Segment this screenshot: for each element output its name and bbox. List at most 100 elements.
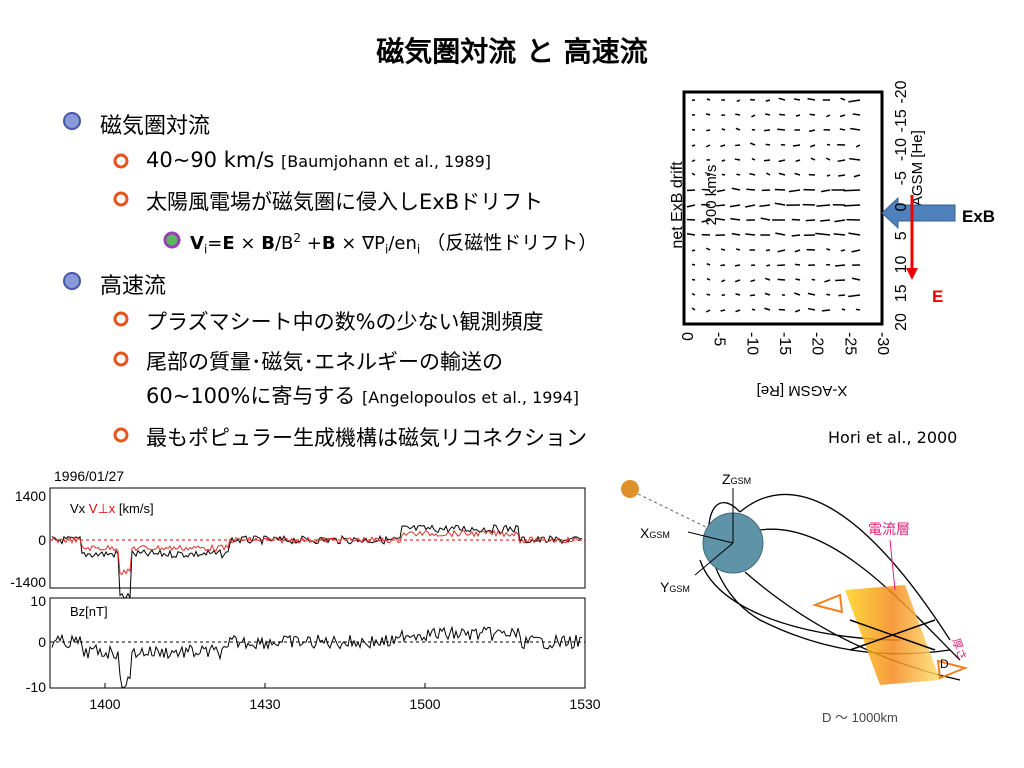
drift-arrow — [745, 204, 756, 208]
bullet-text: 40~90 km/s — [146, 148, 275, 172]
x-tick-label: 1500 — [409, 696, 440, 712]
flow-arrow — [811, 593, 844, 614]
drift-arrow — [837, 159, 846, 163]
formula-part: i — [416, 242, 421, 257]
axis-label: ZGSM — [722, 471, 751, 487]
drift-arrow — [788, 189, 801, 193]
formula-part: i — [203, 242, 208, 257]
label: [km/s] — [119, 501, 154, 516]
drift-arrow — [766, 264, 771, 267]
drift-arrow — [839, 114, 846, 118]
y-tick-label: 0 — [38, 634, 46, 650]
thickness-label: 厚さ — [949, 637, 969, 662]
drift-arrow — [793, 98, 801, 101]
drift-arrow — [792, 144, 801, 147]
formula-part: 2 — [293, 231, 301, 245]
drift-arrow — [706, 277, 711, 281]
drift-arrow — [715, 217, 726, 221]
drift-arrow — [705, 113, 711, 116]
drift-arrow — [795, 114, 801, 117]
sun — [621, 480, 639, 498]
drift-arrow — [807, 292, 816, 296]
bullet: 40~90 km/s [Baumjohann et al., 1989] — [146, 148, 491, 172]
drift-arrow — [853, 174, 861, 178]
drift-arrow — [839, 128, 846, 131]
drift-arrow — [826, 143, 831, 146]
formula-part: B — [261, 233, 275, 254]
formula-part: + — [301, 233, 322, 254]
drift-arrow — [826, 114, 831, 118]
drift-arrow — [721, 128, 726, 131]
x-tick-label: -10 — [743, 332, 760, 355]
x-tick-label: -20 — [809, 332, 826, 355]
trace — [51, 524, 583, 599]
drift-arrow — [734, 158, 741, 161]
x-tick-label: -25 — [841, 332, 858, 355]
x-tick-label: 1530 — [569, 696, 600, 712]
drift-arrow — [834, 219, 846, 223]
bullet: 太陽風電場が磁気圏に侵入しExBドリフト — [146, 190, 544, 214]
date: 1996/01/27 — [54, 468, 124, 484]
drift-arrow — [848, 232, 861, 236]
drift-arrow — [735, 127, 741, 131]
x-line — [849, 619, 936, 651]
drift-arrow — [849, 157, 861, 161]
y-tick-label: 10 — [30, 593, 46, 609]
label: Bz[nT] — [70, 604, 108, 619]
drift-arrow — [730, 217, 741, 221]
drift-arrow — [760, 217, 771, 221]
drift-arrow — [731, 187, 741, 191]
drift-arrow — [764, 277, 771, 281]
drift-arrow — [706, 293, 711, 296]
formula-part: B — [321, 233, 336, 254]
drift-arrow — [848, 294, 861, 298]
drift-arrow — [778, 308, 786, 311]
formula-part: × — [234, 233, 262, 254]
e-arrowhead — [906, 268, 918, 280]
drift-arrow — [765, 143, 771, 146]
y-tick-label: 5 — [893, 231, 910, 240]
drift-arrow — [778, 172, 786, 176]
drift-arrow — [777, 128, 786, 131]
drift-arrow — [775, 232, 786, 236]
reference: [Baumjohann et al., 1989] — [281, 152, 492, 171]
drift-arrow — [735, 144, 741, 147]
drift-arrow — [705, 309, 711, 313]
drift-arrow — [705, 144, 711, 148]
drift-arrow — [691, 292, 696, 296]
formula-part: （反磁性ドリフト） — [420, 232, 598, 254]
drift-arrow — [764, 113, 771, 116]
icon — [163, 231, 181, 249]
panel-frame — [49, 597, 586, 689]
drift-arrow — [764, 129, 771, 132]
drift-arrow — [848, 99, 861, 103]
y: Y — [660, 579, 670, 595]
y-tick-label: 15 — [893, 284, 910, 302]
formula-part: V — [190, 233, 204, 254]
label: Vx V⊥x [km/s] — [70, 501, 154, 516]
drift-arrow — [734, 279, 741, 283]
drift-arrow — [855, 144, 861, 148]
drift-arrow — [811, 278, 816, 281]
drift-arrow — [821, 309, 831, 312]
drift-arrow — [820, 219, 831, 222]
drift-arrow — [826, 293, 831, 296]
bullet: 最もポピュラー生成機構は磁気リコネクション — [146, 426, 587, 450]
trace — [51, 529, 583, 576]
drift-arrow — [779, 113, 786, 116]
axis-label: YGSM — [660, 579, 690, 595]
x-axis-label: X-AGSM [Re] — [757, 382, 848, 399]
drift-arrow — [735, 309, 741, 313]
drift-arrow — [850, 127, 861, 131]
bullet-text: 60~100%に寄与する — [146, 384, 356, 408]
drift-arrow — [763, 159, 771, 162]
z: Z — [722, 471, 731, 487]
drift-arrow — [795, 278, 801, 281]
drift-arrow — [686, 232, 696, 236]
sun-line — [637, 493, 713, 531]
timeseries: 1996/01/27 Vx V⊥x [km/s] Bz[nT] 1400 0 -14… — [10, 468, 601, 712]
d-label: D — [940, 657, 949, 671]
drift-arrow — [843, 204, 861, 207]
drift-arrow — [838, 174, 846, 177]
